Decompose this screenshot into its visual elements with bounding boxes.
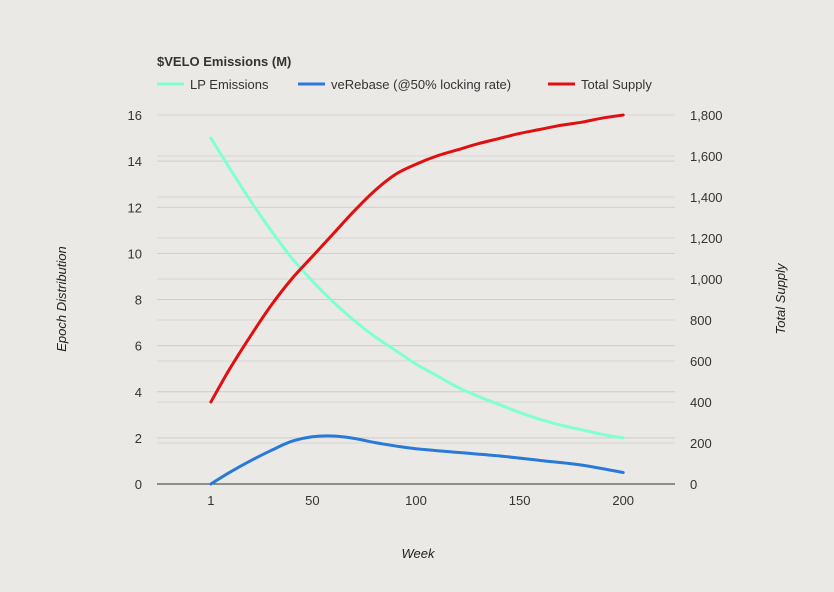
y-right-tick-label: 0 [690, 477, 697, 492]
verebase-line[interactable] [209, 434, 625, 486]
x-tick-label: 100 [405, 493, 427, 508]
grid-lines [157, 114, 675, 485]
legend-label-total-supply[interactable]: Total Supply [581, 77, 652, 92]
y-right-tick-label: 200 [690, 436, 712, 451]
y-axis-left-title: Epoch Distribution [54, 246, 69, 352]
y-left-tick-label: 14 [128, 154, 142, 169]
lp-emissions-line[interactable] [209, 136, 625, 440]
y-right-tick-label: 400 [690, 395, 712, 410]
legend-label-verebase[interactable]: veRebase (@50% locking rate) [331, 77, 511, 92]
x-tick-label: 150 [509, 493, 531, 508]
x-tick-label: 200 [612, 493, 634, 508]
y-axis-left: 0 2 4 6 8 10 12 14 16 [128, 108, 142, 492]
legend: LP Emissions veRebase (@50% locking rate… [157, 77, 652, 92]
y-left-tick-label: 2 [135, 431, 142, 446]
y-left-tick-label: 10 [128, 246, 142, 261]
series-layer [209, 113, 625, 486]
y-right-tick-label: 1,000 [690, 272, 723, 287]
x-axis: 1 50 100 150 200 [207, 493, 634, 508]
y-left-tick-label: 8 [135, 293, 142, 308]
y-left-tick-label: 0 [135, 477, 142, 492]
y-axis-right: 0 200 400 600 800 1,000 1,200 1,400 1,600 1,800 [690, 108, 723, 492]
x-axis-title: Week [402, 546, 436, 561]
y-right-tick-label: 1,600 [690, 149, 723, 164]
x-tick-label: 50 [305, 493, 319, 508]
y-left-tick-label: 12 [128, 200, 142, 215]
y-right-tick-label: 600 [690, 354, 712, 369]
y-left-tick-label: 6 [135, 339, 142, 354]
chart-title: $VELO Emissions (M) [157, 54, 291, 69]
total-supply-line[interactable] [209, 113, 625, 404]
y-left-tick-label: 4 [135, 385, 142, 400]
y-right-tick-label: 800 [690, 313, 712, 328]
y-right-tick-label: 1,800 [690, 108, 723, 123]
y-left-tick-label: 16 [128, 108, 142, 123]
legend-label-lp-emissions[interactable]: LP Emissions [190, 77, 269, 92]
y-right-tick-label: 1,400 [690, 190, 723, 205]
y-right-tick-label: 1,200 [690, 231, 723, 246]
y-axis-right-title: Total Supply [773, 262, 788, 335]
x-tick-label: 1 [207, 493, 214, 508]
